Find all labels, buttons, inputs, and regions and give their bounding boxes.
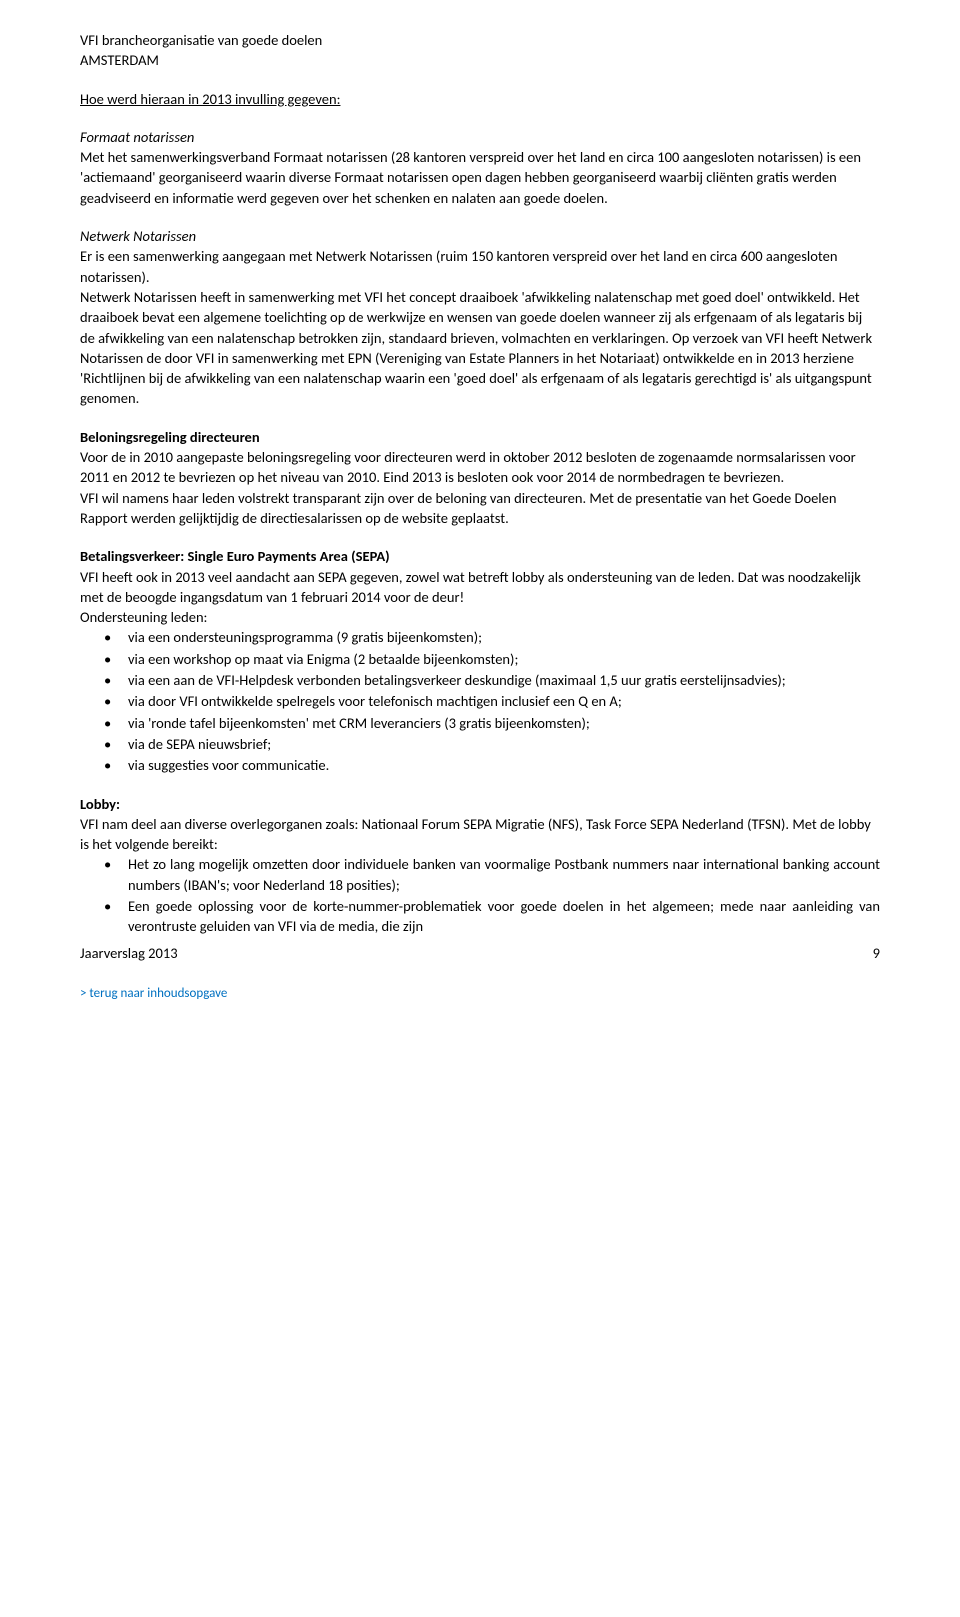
sepa-bullets: via een ondersteuningsprogramma (9 grati… bbox=[80, 627, 880, 775]
list-item: via suggesties voor communicatie. bbox=[128, 755, 880, 775]
formaat-body: Met het samenwerkingsverband Formaat not… bbox=[80, 147, 880, 208]
list-item: via een aan de VFI-Helpdesk verbonden be… bbox=[128, 670, 880, 690]
sepa-intro: VFI heeft ook in 2013 veel aandacht aan … bbox=[80, 567, 880, 608]
netwerk-body: Er is een samenwerking aangegaan met Net… bbox=[80, 246, 880, 408]
lobby-block: Lobby: VFI nam deel aan diverse overlego… bbox=[80, 794, 880, 937]
beloning-title: Beloningsregeling directeuren bbox=[80, 427, 880, 447]
lobby-bullets: Het zo lang mogelijk omzetten door indiv… bbox=[80, 854, 880, 936]
back-to-toc-link[interactable]: > terug naar inhoudsopgave bbox=[80, 985, 880, 1003]
sepa-title: Betalingsverkeer: Single Euro Payments A… bbox=[80, 546, 880, 566]
lobby-title: Lobby: bbox=[80, 794, 880, 814]
list-item: via de SEPA nieuwsbrief; bbox=[128, 734, 880, 754]
list-item: Een goede oplossing voor de korte-nummer… bbox=[128, 896, 880, 937]
beloning-block: Beloningsregeling directeuren Voor de in… bbox=[80, 427, 880, 528]
list-item: via een workshop op maat via Enigma (2 b… bbox=[128, 649, 880, 669]
netwerk-block: Netwerk Notarissen Er is een samenwerkin… bbox=[80, 226, 880, 409]
footer-left: Jaarverslag 2013 bbox=[80, 943, 178, 963]
lobby-intro: VFI nam deel aan diverse overlegorganen … bbox=[80, 814, 880, 855]
page-footer: Jaarverslag 2013 9 bbox=[80, 943, 880, 963]
list-item: via 'ronde tafel bijeenkomsten' met CRM … bbox=[128, 713, 880, 733]
sepa-ondersteuning-label: Ondersteuning leden: bbox=[80, 607, 880, 627]
sepa-block: Betalingsverkeer: Single Euro Payments A… bbox=[80, 546, 880, 775]
section-question: Hoe werd hieraan in 2013 invulling gegev… bbox=[80, 89, 880, 109]
list-item: Het zo lang mogelijk omzetten door indiv… bbox=[128, 854, 880, 895]
header-city: AMSTERDAM bbox=[80, 50, 880, 70]
formaat-block: Formaat notarissen Met het samenwerkings… bbox=[80, 127, 880, 208]
beloning-body: Voor de in 2010 aangepaste beloningsrege… bbox=[80, 447, 880, 528]
list-item: via door VFI ontwikkelde spelregels voor… bbox=[128, 691, 880, 711]
formaat-title: Formaat notarissen bbox=[80, 127, 880, 147]
list-item: via een ondersteuningsprogramma (9 grati… bbox=[128, 627, 880, 647]
footer-page-number: 9 bbox=[873, 943, 880, 963]
netwerk-title: Netwerk Notarissen bbox=[80, 226, 880, 246]
header-org: VFI brancheorganisatie van goede doelen bbox=[80, 30, 880, 50]
